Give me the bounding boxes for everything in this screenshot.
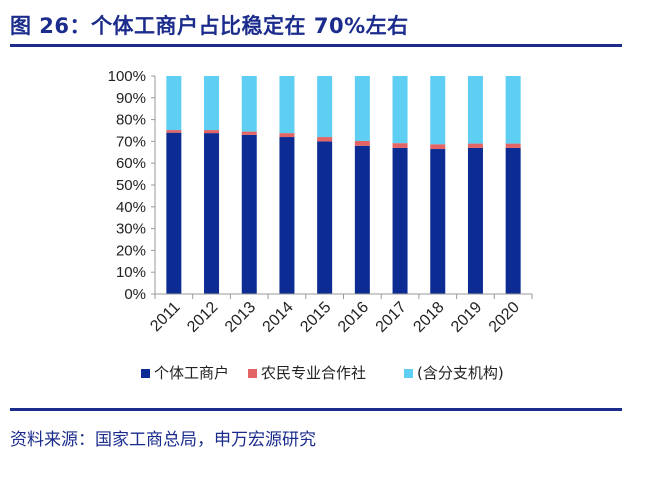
bar-segment-2018-series-1 — [430, 144, 446, 150]
x-tick-label: 2014 — [260, 299, 297, 336]
x-tick-label: 2011 — [147, 299, 183, 335]
y-tick-label: 60% — [116, 155, 146, 172]
x-tick-label: 2016 — [335, 299, 372, 336]
x-tick-label: 2019 — [448, 299, 485, 336]
bar-segment-2015-series-2 — [317, 76, 333, 138]
legend-swatch-2 — [404, 369, 413, 378]
y-tick-label: 0% — [124, 286, 146, 303]
stacked-bar-chart: 0%10%20%30%40%50%60%70%80%90%100%2011 201… — [108, 68, 533, 382]
bar-segment-2014-series-2 — [279, 76, 295, 134]
title-rule — [10, 44, 622, 47]
bar-segment-2017-series-2 — [392, 76, 408, 144]
x-tick-label: 2017 — [373, 299, 410, 336]
bar-segment-2015-series-1 — [317, 137, 333, 142]
legend-label-2: (含分支机构) — [417, 364, 504, 382]
bar-segment-2013-series-0 — [241, 134, 257, 294]
x-tick-label: 2020 — [486, 299, 523, 336]
y-tick-label: 10% — [116, 264, 146, 281]
bar-segment-2019-series-1 — [467, 143, 483, 148]
y-tick-label: 20% — [116, 242, 146, 259]
bar-segment-2016-series-2 — [354, 76, 370, 141]
legend-label-0: 个体工商户 — [154, 364, 229, 382]
figure-title: 图 26：个体工商户占比稳定在 70%左右 — [10, 14, 409, 38]
bar-segment-2012-series-1 — [204, 130, 220, 134]
bar-segment-2013-series-1 — [241, 131, 257, 135]
bar-segment-2012-series-0 — [204, 133, 220, 294]
bar-segment-2017-series-0 — [392, 147, 408, 294]
bar-segment-2015-series-0 — [317, 141, 333, 294]
y-tick-label: 40% — [116, 199, 146, 216]
y-tick-label: 80% — [116, 112, 146, 129]
bar-segment-2016-series-0 — [354, 145, 370, 294]
x-tick-label: 2012 — [184, 299, 221, 336]
bar-segment-2012-series-2 — [204, 76, 220, 131]
x-tick-label: 2013 — [222, 299, 259, 336]
y-tick-label: 90% — [116, 90, 146, 107]
bar-segment-2013-series-2 — [241, 76, 257, 132]
source-note: 资料来源：国家工商总局，申万宏源研究 — [10, 430, 316, 450]
legend-swatch-0 — [141, 369, 150, 378]
bar-segment-2014-series-1 — [279, 133, 295, 138]
y-tick-label: 70% — [116, 133, 146, 150]
chart-legend: 个体工商户 农民专业合作社 (含分支机构) — [141, 364, 504, 382]
bar-segment-2011-series-1 — [166, 130, 182, 133]
bar-segment-2018-series-2 — [430, 76, 446, 145]
legend-label-1: 农民专业合作社 — [261, 364, 366, 382]
bar-segment-2020-series-2 — [505, 76, 521, 144]
bar-segment-2018-series-0 — [430, 149, 446, 294]
bar-segment-2011-series-0 — [166, 132, 182, 294]
source-rule — [10, 408, 622, 411]
bar-segment-2020-series-0 — [505, 147, 521, 294]
x-tick-label: 2018 — [410, 299, 447, 336]
y-tick-label: 100% — [108, 68, 146, 85]
bar-segment-2019-series-2 — [467, 76, 483, 144]
bar-segment-2020-series-1 — [505, 143, 521, 148]
y-tick-label: 50% — [116, 177, 146, 194]
x-tick-label: 2015 — [297, 299, 334, 336]
bar-segment-2017-series-1 — [392, 143, 408, 148]
bar-segment-2019-series-0 — [467, 147, 483, 294]
legend-swatch-1 — [248, 369, 257, 378]
bar-layer — [166, 76, 521, 294]
bar-segment-2016-series-1 — [354, 140, 370, 146]
bar-segment-2011-series-2 — [166, 76, 182, 131]
y-tick-label: 30% — [116, 221, 146, 238]
bar-segment-2014-series-0 — [279, 137, 295, 294]
